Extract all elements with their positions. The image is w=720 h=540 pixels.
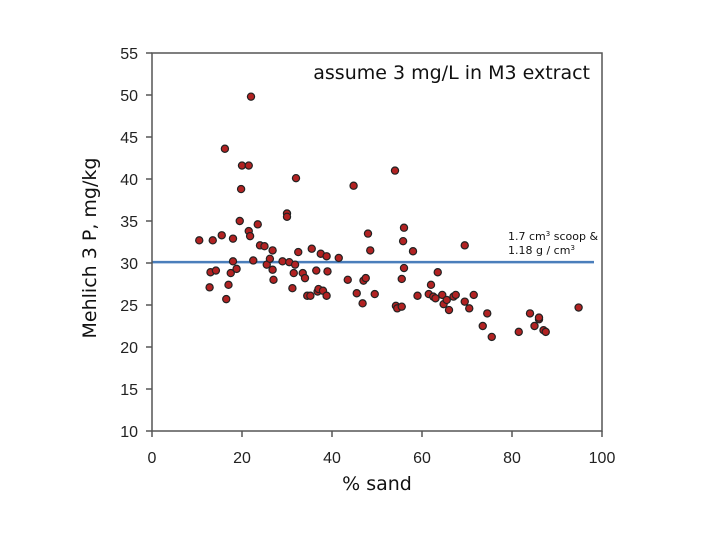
data-point [265,254,275,263]
data-point [294,247,303,257]
data-point [397,274,406,284]
data-point [228,234,238,243]
data-point [349,181,358,190]
data-point [469,290,478,300]
y-tick-label: 10 [120,424,138,441]
data-point [306,291,315,300]
reference-line-label-2: 1.18 g / cm3 [508,244,575,257]
data-point [541,327,550,337]
data-point [237,161,247,170]
data-point [438,290,447,300]
data-point [260,241,269,251]
plot-frame [151,52,603,432]
x-tick-label: 20 [233,450,251,467]
data-point [289,268,298,278]
data-point [408,247,418,256]
data-point [352,289,361,298]
data-point [530,321,539,331]
data-point [451,290,460,300]
data-point [307,244,316,253]
data-point [246,92,256,101]
x-tick-label: 40 [323,450,341,467]
data-point [322,291,331,300]
data-point [211,266,221,275]
x-tick-label: 60 [413,450,431,467]
data-point [534,313,544,322]
data-point [390,166,400,175]
data-point [249,256,258,265]
y-tick-label: 45 [120,130,138,147]
data-point [483,309,492,318]
data-point [444,305,454,315]
data-point [282,212,292,221]
y-tick-label: 40 [120,172,138,189]
data-point [514,327,523,337]
data-point [323,267,332,276]
y-tick-label: 30 [120,256,138,273]
data-point [269,275,278,284]
data-point [235,216,244,226]
data-point [370,289,379,299]
data-point [398,236,408,246]
data-point [244,161,253,170]
x-tick-label: 0 [148,450,157,467]
x-tick-label: 100 [589,450,616,467]
y-tick-label: 25 [120,298,138,315]
data-point [363,229,373,238]
data-point [478,321,487,331]
data-point [334,253,343,263]
x-axis-title: % sand [342,473,412,495]
data-point [224,280,233,290]
data-point [253,220,262,229]
data-point [312,266,321,275]
data-point [288,284,297,293]
y-tick-label: 20 [120,340,138,357]
data-point [222,294,231,304]
data-point [397,302,406,311]
data-point [431,294,440,303]
data-point [208,236,217,245]
y-tick-label: 15 [120,382,138,399]
data-point [268,265,277,274]
x-tick-label: 80 [503,450,521,467]
data-point [217,231,226,240]
data-point [300,273,310,283]
data-point [366,246,375,255]
y-tick-label: 50 [120,88,138,105]
y-axis-title: Mehlich 3 P, mg/kg [79,158,101,339]
data-point [487,332,496,342]
data-point [228,257,238,266]
data-point [399,263,409,273]
y-tick-label: 55 [120,46,138,63]
data-point [232,264,241,274]
data-point [433,268,442,277]
data-point [525,309,535,318]
data-point [245,231,255,241]
data-point [322,252,331,261]
data-point [460,241,469,250]
data-point [574,303,583,312]
data-point [290,260,300,269]
data-point [460,297,469,306]
data-point [220,144,230,153]
chart-annotation: assume 3 mg/L in M3 extract [313,62,590,84]
data-point [343,275,352,284]
data-point [442,295,451,305]
data-point [426,280,436,290]
data-point [278,257,287,266]
data-point [268,246,277,255]
data-point [291,173,301,183]
data-point [399,223,409,232]
data-point [205,283,214,292]
data-point [358,299,367,308]
data-point [465,304,474,313]
reference-line-label-1: 1.7 cm3 scoop & [508,230,598,243]
y-tick-label: 35 [120,214,138,231]
data-point [361,273,370,283]
data-point [413,291,422,300]
data-point [195,236,204,245]
data-point [226,268,235,278]
data-point [236,184,246,194]
